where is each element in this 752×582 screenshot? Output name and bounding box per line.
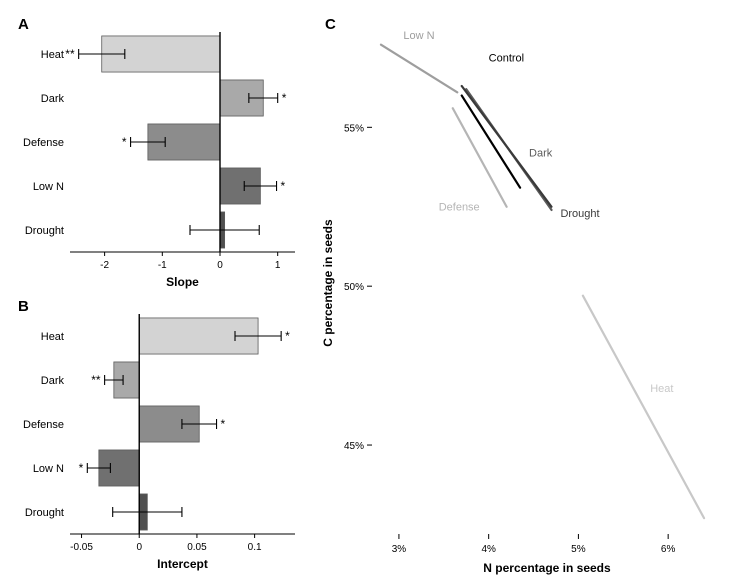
series-label: Defense	[439, 202, 480, 214]
panel-b: -0.0500.050.1InterceptHeat*Dark**Defense…	[23, 314, 295, 571]
series-line	[462, 86, 552, 207]
significance-label: *	[221, 417, 226, 431]
category-label: Drought	[25, 507, 64, 519]
svg-text:55%: 55%	[344, 123, 364, 134]
svg-text:5%: 5%	[571, 544, 586, 555]
svg-text:N percentage in seeds: N percentage in seeds	[483, 561, 611, 575]
figure-svg: -2-101SlopeHeat**Dark*Defense*Low N*Drou…	[0, 0, 752, 582]
series-line	[583, 296, 704, 518]
svg-text:0: 0	[217, 260, 223, 271]
svg-text:0.1: 0.1	[248, 542, 262, 553]
panel-a: -2 -1 0 1 Slope Heat** Dark * Defense * Low N * Drou…	[23, 32, 295, 289]
significance-label: *	[285, 329, 290, 343]
category-label: Heat	[41, 331, 64, 343]
significance-label: *	[281, 179, 286, 193]
category-label: Defense	[23, 137, 64, 149]
svg-text:Intercept: Intercept	[157, 557, 208, 571]
series-label: Low N	[403, 30, 434, 42]
category-label: Heat	[41, 49, 64, 61]
category-label: Defense	[23, 419, 64, 431]
series-line	[381, 45, 457, 93]
svg-text:-1: -1	[158, 260, 167, 271]
significance-label: **	[65, 47, 75, 61]
series-label: Heat	[650, 383, 673, 395]
svg-text:0.05: 0.05	[187, 542, 207, 553]
svg-text:0: 0	[136, 542, 142, 553]
svg-text:3%: 3%	[392, 544, 407, 555]
svg-text:-0.05: -0.05	[70, 542, 93, 553]
svg-text:-2: -2	[100, 260, 109, 271]
category-label: Drought	[25, 225, 64, 237]
category-label: Dark	[41, 375, 65, 387]
svg-text:4%: 4%	[481, 544, 496, 555]
svg-text:Slope: Slope	[166, 275, 199, 289]
svg-text:6%: 6%	[661, 544, 676, 555]
significance-label: **	[91, 373, 101, 387]
svg-text:1: 1	[275, 260, 281, 271]
category-label: Low N	[33, 463, 64, 475]
series-label: Control	[489, 52, 524, 64]
significance-label: *	[122, 135, 127, 149]
significance-label: *	[79, 461, 84, 475]
series-label: Dark	[529, 148, 553, 160]
significance-label: *	[282, 91, 287, 105]
svg-text:45%: 45%	[344, 441, 364, 452]
series-label: Drought	[560, 208, 599, 220]
figure-root: A B C -2-101SlopeHeat**Dark*Defense*Low …	[0, 0, 752, 582]
category-label: Dark	[41, 93, 65, 105]
svg-text:50%: 50%	[344, 282, 364, 293]
panel-c: 3% 4% 5% 6% 45% 50% 55% N percentage in seeds C …	[321, 30, 704, 575]
svg-text:C percentage in seeds: C percentage in seeds	[321, 219, 335, 347]
category-label: Low N	[33, 181, 64, 193]
